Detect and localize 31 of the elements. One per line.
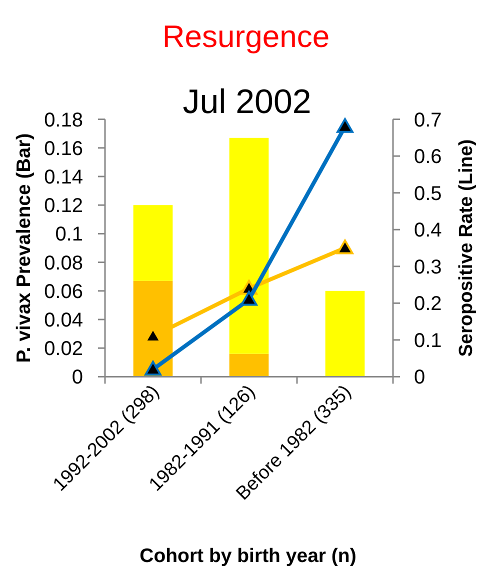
y-tick-label: 0.06 [44, 280, 83, 303]
y2-tick-label: 0.1 [414, 330, 442, 352]
y2-tick-label: 0.7 [414, 109, 442, 132]
bar [229, 354, 269, 377]
bar [229, 138, 269, 354]
y2-tick-label: 0 [414, 366, 426, 389]
y2-tick-label: 0.4 [414, 220, 442, 242]
point [336, 118, 354, 133]
point [336, 239, 354, 254]
y2-axis-title: Seropositive Rate (Line) [456, 139, 477, 357]
y-tick-label: 0.12 [44, 195, 83, 218]
y2-tick-label: 0.5 [414, 182, 442, 205]
y-tick-label: 0.1 [55, 224, 83, 246]
bar [133, 205, 173, 281]
y2-tick-label: 0.3 [414, 256, 442, 278]
bar [325, 290, 365, 377]
y2-tick-label: 0.2 [414, 293, 442, 316]
chart-subtitle: Jul 2002 [182, 83, 312, 121]
point [240, 290, 258, 306]
y-tick-label: 0 [72, 366, 83, 389]
y-tick-label: 0.14 [44, 166, 83, 188]
chart-title: Resurgence [162, 19, 330, 54]
point [144, 360, 162, 376]
y-tick-label: 0.08 [44, 252, 83, 274]
y-axis-title: P. vivax Prevalence (Bar) [13, 133, 35, 363]
y-tick-label: 0.04 [44, 310, 83, 332]
y-tick-label: 0.02 [44, 338, 83, 360]
y-tick-label: 0.16 [44, 138, 83, 160]
y2-tick-label: 0.6 [414, 146, 442, 168]
y-tick-label: 0.18 [44, 109, 83, 132]
x-axis-title: Cohort by birth year (n) [140, 545, 356, 567]
